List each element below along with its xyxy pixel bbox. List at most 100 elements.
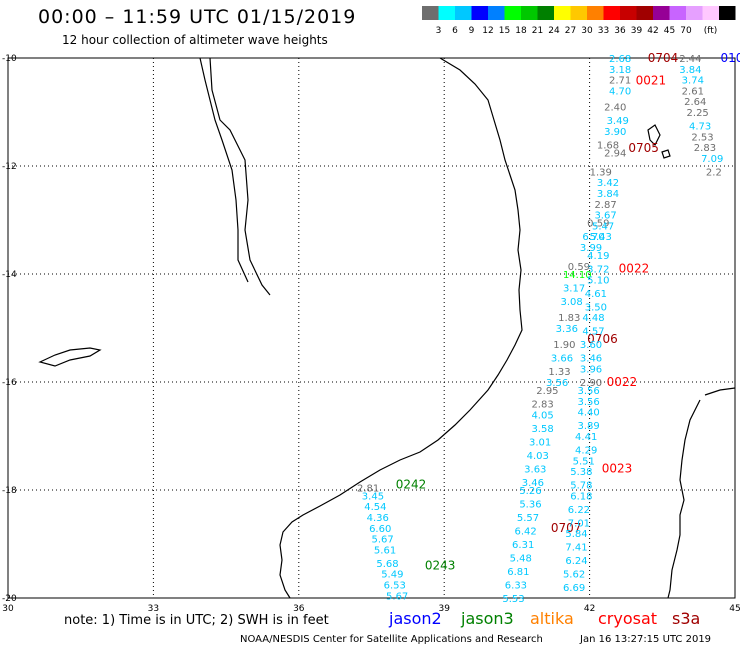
pass-time-label: 0243 bbox=[425, 559, 456, 573]
legend-label: 70 bbox=[680, 26, 692, 36]
lat-lon-grid bbox=[7, 57, 736, 599]
swh-value: 4.54 bbox=[364, 502, 386, 513]
pass-time-labels: 0021 0704 010 0705 0022 0706 0022 0023 0242 0707 0… bbox=[396, 51, 740, 573]
swh-value: 7.41 bbox=[565, 543, 587, 554]
swh-value: 4.73 bbox=[689, 122, 711, 133]
lat-tick-label: -18 bbox=[2, 486, 17, 496]
swh-value: 6.22 bbox=[568, 505, 590, 516]
swh-value: 0.59 bbox=[587, 219, 609, 230]
footer-organization: NOAA/NESDIS Center for Satellite Applica… bbox=[240, 634, 543, 645]
legend-swatch bbox=[587, 6, 604, 20]
swh-value: 3.56 bbox=[546, 378, 568, 389]
swh-value: 2.90 bbox=[580, 378, 602, 389]
swh-value: 2.61 bbox=[682, 86, 704, 97]
swh-value: 4.29 bbox=[575, 446, 597, 457]
legend-swatch bbox=[554, 6, 571, 20]
legend-swatch bbox=[504, 6, 521, 20]
pass-time-label: 0706 bbox=[587, 332, 618, 346]
pass-time-label: 0705 bbox=[628, 141, 659, 155]
pass-time-label: 0022 bbox=[607, 375, 638, 389]
swh-value: 1.83 bbox=[558, 313, 580, 324]
swh-value: 6.81 bbox=[507, 567, 529, 578]
swh-value: 4.70 bbox=[609, 86, 631, 97]
legend-swatch bbox=[471, 6, 488, 20]
legend-label: 33 bbox=[598, 26, 609, 36]
note-text: note: 1) Time is in UTC; 2) SWH is in fe… bbox=[64, 613, 329, 628]
swh-value: 3.46 bbox=[522, 478, 544, 489]
swh-value: 3.99 bbox=[580, 243, 602, 254]
coastline-lake bbox=[38, 347, 102, 367]
coastline-madagascar bbox=[667, 387, 736, 599]
swh-value: 2.83 bbox=[694, 143, 716, 154]
swh-value: 3.72 bbox=[587, 265, 609, 276]
legend-label: 18 bbox=[515, 26, 527, 36]
legend-swatch bbox=[636, 6, 653, 20]
swh-value: 3.84 bbox=[597, 189, 619, 200]
swh-value: 3.84 bbox=[679, 65, 701, 76]
swh-value: 2.87 bbox=[594, 200, 616, 211]
legend-swatch bbox=[488, 6, 505, 20]
swh-value: 3.66 bbox=[551, 354, 573, 365]
legend-swatch bbox=[686, 6, 703, 20]
legend-swatch bbox=[537, 6, 554, 20]
legend-swatch bbox=[719, 6, 736, 20]
legend-label: 12 bbox=[482, 26, 493, 36]
coastline-lake-malawi bbox=[199, 57, 271, 296]
lat-tick-label: -10 bbox=[2, 54, 17, 64]
legend-label: 45 bbox=[664, 26, 675, 36]
legend-label: 27 bbox=[565, 26, 576, 36]
swh-value: 4.41 bbox=[575, 432, 597, 443]
swh-values: 2.683.182.714.70 2.40 3.493.90 1.682.94 1.39… bbox=[357, 54, 723, 605]
lat-tick-label: -12 bbox=[2, 162, 17, 172]
swh-value: 6.53 bbox=[384, 581, 406, 592]
coastline-africa bbox=[279, 57, 523, 599]
swh-value: 3.50 bbox=[585, 302, 607, 313]
footer-timestamp: Jan 16 13:27:15 UTC 2019 bbox=[580, 634, 712, 645]
legend-swatch bbox=[653, 6, 670, 20]
swh-value: 5.67 bbox=[372, 535, 394, 546]
swh-value: 3.42 bbox=[597, 178, 619, 189]
legend-label: 30 bbox=[581, 26, 593, 36]
swh-value: 3.63 bbox=[524, 464, 546, 475]
legend-swatch bbox=[620, 6, 637, 20]
satellite-label-s3a: s3a bbox=[672, 609, 701, 628]
pass-time-label: 0704 bbox=[648, 51, 679, 65]
swh-value: 3.90 bbox=[604, 127, 626, 138]
swh-value: 4.61 bbox=[585, 289, 607, 300]
swh-value: 14.10 bbox=[563, 270, 592, 281]
coastline-comoros bbox=[647, 124, 671, 159]
legend-swatch bbox=[603, 6, 620, 20]
swh-value: 3.56 bbox=[577, 386, 599, 397]
color-legend: 3 6 9 12 15 18 21 24 27 30 33 36 39 42 45 70 (ft) bbox=[422, 6, 736, 36]
swh-value: 5.53 bbox=[502, 594, 524, 605]
swh-value: 2.40 bbox=[604, 103, 626, 114]
swh-value: 3.08 bbox=[561, 297, 583, 308]
lon-tick-label: 39 bbox=[438, 604, 450, 614]
swh-value: 2.68 bbox=[609, 54, 631, 65]
swh-value: 2.25 bbox=[687, 108, 709, 119]
swh-value: 3.60 bbox=[580, 340, 602, 351]
swh-value: 3.56 bbox=[577, 397, 599, 408]
swh-value: 5.62 bbox=[563, 570, 585, 581]
map-title: 00:00 – 11:59 UTC 01/15/2019 bbox=[38, 6, 357, 28]
legend-label: 9 bbox=[469, 26, 475, 36]
swh-value: 1.33 bbox=[548, 367, 570, 378]
legend-label: 36 bbox=[614, 26, 626, 36]
lon-tick-label: 36 bbox=[293, 604, 305, 614]
swh-value: 6.69 bbox=[563, 583, 585, 594]
lon-tick-label: 33 bbox=[148, 604, 159, 614]
swh-value: 5.38 bbox=[570, 467, 592, 478]
legend-swatch bbox=[570, 6, 587, 20]
swh-value: 3.67 bbox=[594, 211, 616, 222]
swh-value: 4.03 bbox=[527, 451, 549, 462]
pass-time-label: 0021 bbox=[636, 74, 667, 88]
swh-value: 3.74 bbox=[682, 76, 704, 87]
swh-value: 5.48 bbox=[510, 554, 532, 565]
legend-label: 21 bbox=[532, 26, 543, 36]
legend-label: 6 bbox=[452, 26, 458, 36]
swh-value: 6.70 bbox=[582, 232, 604, 243]
swh-value: 1.39 bbox=[590, 167, 612, 178]
swh-value: 2.2 bbox=[706, 167, 722, 178]
satellite-label-jason3: jason3 bbox=[461, 609, 514, 628]
satellite-label-cryosat: cryosat bbox=[598, 609, 658, 628]
